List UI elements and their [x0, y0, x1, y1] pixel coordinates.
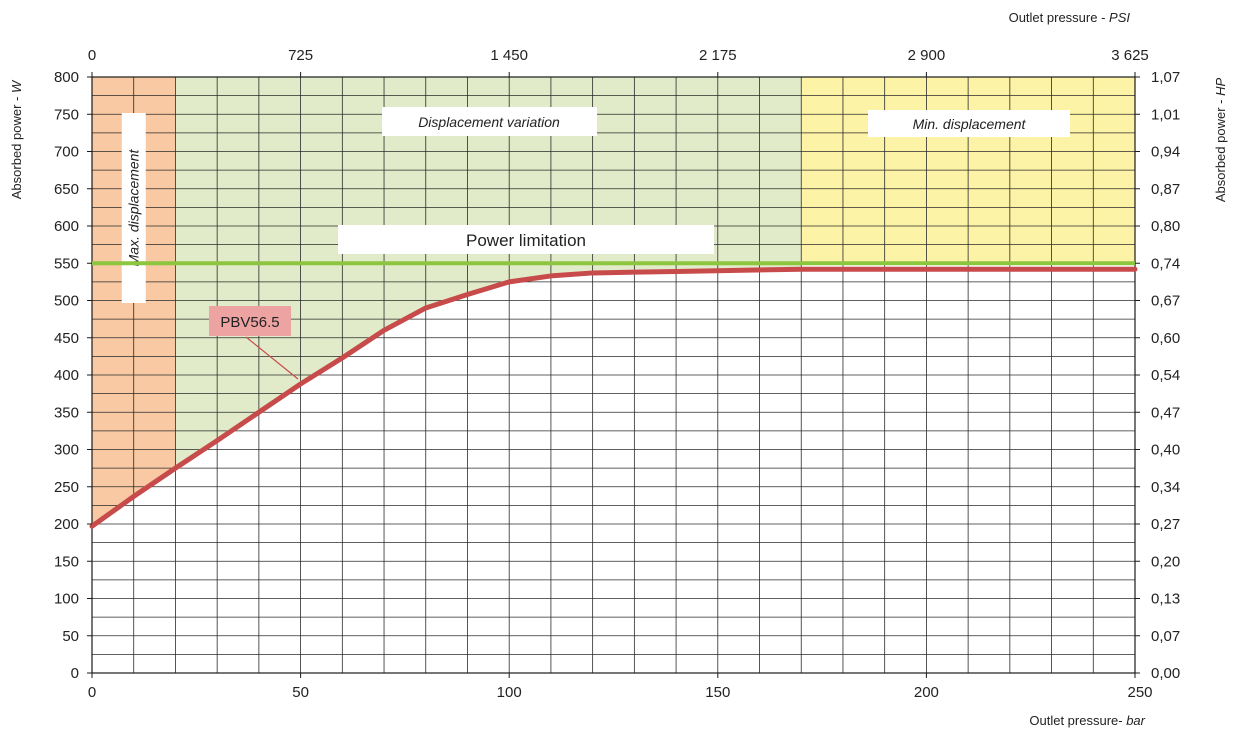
y-left-tick-label: 0 — [71, 665, 79, 682]
x-top-tick-label: 2 175 — [699, 47, 737, 64]
y-left-tick-label: 400 — [54, 367, 79, 384]
y-right-tick-label: 0,47 — [1151, 404, 1180, 421]
y-left-tick-label: 250 — [54, 479, 79, 496]
power-limitation-label-box — [338, 225, 714, 254]
max-displacement-label-box — [121, 113, 146, 303]
y-right-tick-label: 1,07 — [1151, 69, 1180, 86]
y-left-tick-label: 750 — [54, 106, 79, 123]
labels-layer: Max. displacement Displacement variation M… — [121, 107, 1070, 303]
top-axis-title: Outlet pressure - PSI — [1009, 10, 1131, 25]
y-left-tick-label: 100 — [54, 591, 79, 608]
bottom-axis-title: Outlet pressure- bar — [1029, 713, 1145, 728]
axes-layer: 0 50 100 150 200 250 0 725 1 450 2 175 2 900 3 625 0… — [54, 47, 1180, 701]
y-left-tick-label: 450 — [54, 330, 79, 347]
y-right-tick-label: 0,00 — [1151, 665, 1180, 682]
zones-layer — [92, 77, 1135, 527]
x-bottom-tick-label: 150 — [705, 684, 730, 701]
y-left-tick-label: 300 — [54, 442, 79, 459]
y-right-tick-label: 0,34 — [1151, 479, 1180, 496]
series-label-box — [209, 306, 291, 336]
y-left-tick-label: 500 — [54, 293, 79, 310]
right-axis-title: Absorbed power - HP — [1213, 78, 1228, 203]
displacement-variation-label-box — [382, 107, 597, 136]
series-line-pbv56-5 — [89, 266, 1138, 529]
y-right-tick-label: 0,40 — [1151, 442, 1180, 459]
grid-layer — [91, 76, 1136, 674]
y-right-tick-label: 0,74 — [1151, 255, 1180, 272]
y-right-tick-label: 0,13 — [1151, 591, 1180, 608]
y-right-tick-label: 0,67 — [1151, 293, 1180, 310]
x-bottom-tick-label: 0 — [88, 684, 96, 701]
min-displacement-label-box — [868, 110, 1070, 137]
y-left-tick-label: 200 — [54, 516, 79, 533]
x-top-tick-label: 3 625 — [1111, 47, 1149, 64]
zone-label-max-displacement: Max. displacement — [126, 149, 142, 267]
y-left-tick-label: 350 — [54, 404, 79, 421]
power-limitation-label: Power limitation — [466, 231, 586, 250]
y-right-tick-label: 0,94 — [1151, 144, 1180, 161]
x-top-tick-label: 2 900 — [908, 47, 946, 64]
x-bottom-tick-label: 50 — [292, 684, 309, 701]
y-right-tick-label: 0,27 — [1151, 516, 1180, 533]
y-right-tick-label: 0,60 — [1151, 330, 1180, 347]
x-bottom-tick-label: 250 — [1127, 684, 1152, 701]
zone-displacement-variation — [175, 77, 802, 469]
x-bottom-tick-label: 100 — [497, 684, 522, 701]
y-left-tick-label: 650 — [54, 181, 79, 198]
y-right-tick-label: 0,20 — [1151, 553, 1180, 570]
zone-label-min-displacement: Min. displacement — [913, 116, 1027, 132]
y-right-tick-label: 0,07 — [1151, 628, 1180, 645]
x-top-tick-label: 0 — [88, 47, 96, 64]
y-left-tick-label: 150 — [54, 553, 79, 570]
y-left-tick-label: 600 — [54, 218, 79, 235]
left-axis-title: Absorbed power - W — [9, 79, 24, 199]
series-label-pbv56-5: PBV56.5 — [220, 314, 279, 331]
y-right-tick-label: 0,54 — [1151, 367, 1180, 384]
y-right-tick-label: 1,01 — [1151, 106, 1180, 123]
series-layer: PBV56.5 — [89, 261, 1138, 529]
y-left-tick-label: 800 — [54, 69, 79, 86]
y-right-tick-label: 0,80 — [1151, 218, 1180, 235]
y-left-tick-label: 50 — [62, 628, 79, 645]
y-left-tick-label: 550 — [54, 255, 79, 272]
zone-label-displacement-variation: Displacement variation — [418, 114, 560, 130]
series-label-pointer — [245, 336, 299, 380]
x-top-tick-label: 1 450 — [490, 47, 528, 64]
x-bottom-tick-label: 200 — [914, 684, 939, 701]
y-right-tick-label: 0,87 — [1151, 181, 1180, 198]
x-top-tick-label: 725 — [288, 47, 313, 64]
y-left-tick-label: 700 — [54, 144, 79, 161]
